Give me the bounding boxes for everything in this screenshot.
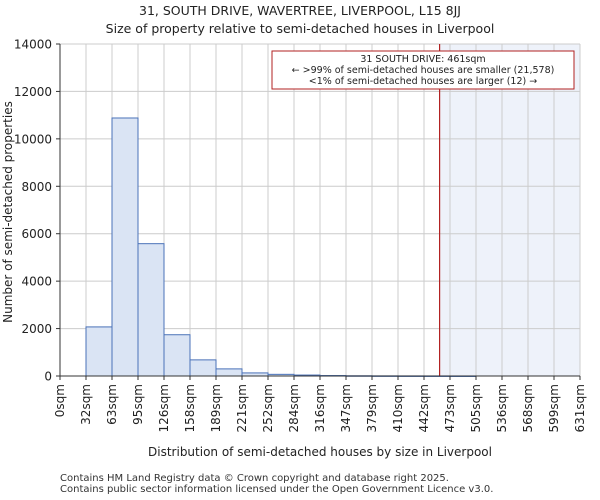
histogram-bar bbox=[137, 243, 165, 377]
x-tick-label: 631sqm bbox=[573, 384, 587, 432]
y-tick-label: 4000 bbox=[21, 275, 52, 289]
x-tick-label: 442sqm bbox=[417, 384, 431, 432]
x-axis-label: Distribution of semi-detached houses by … bbox=[148, 445, 492, 459]
annotation-line-1: 31 SOUTH DRIVE: 461sqm bbox=[360, 54, 485, 65]
x-tick-label: 599sqm bbox=[547, 384, 561, 432]
x-tick-label: 63sqm bbox=[105, 384, 119, 425]
annotation-line-3: <1% of semi-detached houses are larger (… bbox=[309, 76, 537, 87]
y-tick-label: 2000 bbox=[21, 322, 52, 336]
histogram-bar bbox=[111, 117, 139, 377]
property-annotation: 31 SOUTH DRIVE: 461sqm ← >99% of semi-de… bbox=[271, 50, 575, 90]
footer-copyright: Contains HM Land Registry data © Crown c… bbox=[60, 473, 449, 484]
x-tick-label: 0sqm bbox=[53, 384, 67, 417]
histogram-bar bbox=[189, 359, 217, 377]
x-tick-label: 284sqm bbox=[287, 384, 301, 432]
x-tick-label: 347sqm bbox=[339, 384, 353, 432]
histogram-bar bbox=[215, 368, 243, 377]
x-tick-label: 32sqm bbox=[79, 384, 93, 425]
x-tick-label: 316sqm bbox=[313, 384, 327, 432]
y-tick-label: 14000 bbox=[14, 38, 52, 52]
x-tick-label: 410sqm bbox=[391, 384, 405, 432]
y-tick-label: 10000 bbox=[14, 132, 52, 146]
x-tick-label: 221sqm bbox=[235, 384, 249, 432]
histogram-bar bbox=[85, 326, 113, 377]
x-tick-label: 158sqm bbox=[183, 384, 197, 432]
x-tick-label: 126sqm bbox=[157, 384, 171, 432]
footer-licence: Contains public sector information licen… bbox=[60, 484, 494, 495]
y-axis-label: Number of semi-detached properties bbox=[1, 101, 15, 323]
x-tick-label: 189sqm bbox=[209, 384, 223, 432]
x-tick-label: 95sqm bbox=[131, 384, 145, 425]
x-tick-label: 473sqm bbox=[443, 384, 457, 432]
y-tick-label: 12000 bbox=[14, 85, 52, 99]
x-tick-label: 568sqm bbox=[521, 384, 535, 432]
annotation-line-2: ← >99% of semi-detached houses are small… bbox=[292, 65, 555, 76]
y-tick-label: 8000 bbox=[21, 180, 52, 194]
x-tick-label: 379sqm bbox=[365, 384, 379, 432]
x-tick-label: 505sqm bbox=[469, 384, 483, 432]
y-tick-label: 6000 bbox=[21, 227, 52, 241]
annotation-box bbox=[271, 50, 575, 90]
larger-region-shade bbox=[439, 44, 580, 376]
x-tick-label: 252sqm bbox=[261, 384, 275, 432]
chart-title: 31, SOUTH DRIVE, WAVERTREE, LIVERPOOL, L… bbox=[139, 3, 461, 18]
chart-subtitle: Size of property relative to semi-detach… bbox=[105, 21, 495, 36]
histogram-bar bbox=[163, 334, 191, 377]
y-tick-label: 0 bbox=[44, 370, 52, 384]
x-tick-label: 536sqm bbox=[495, 384, 509, 432]
